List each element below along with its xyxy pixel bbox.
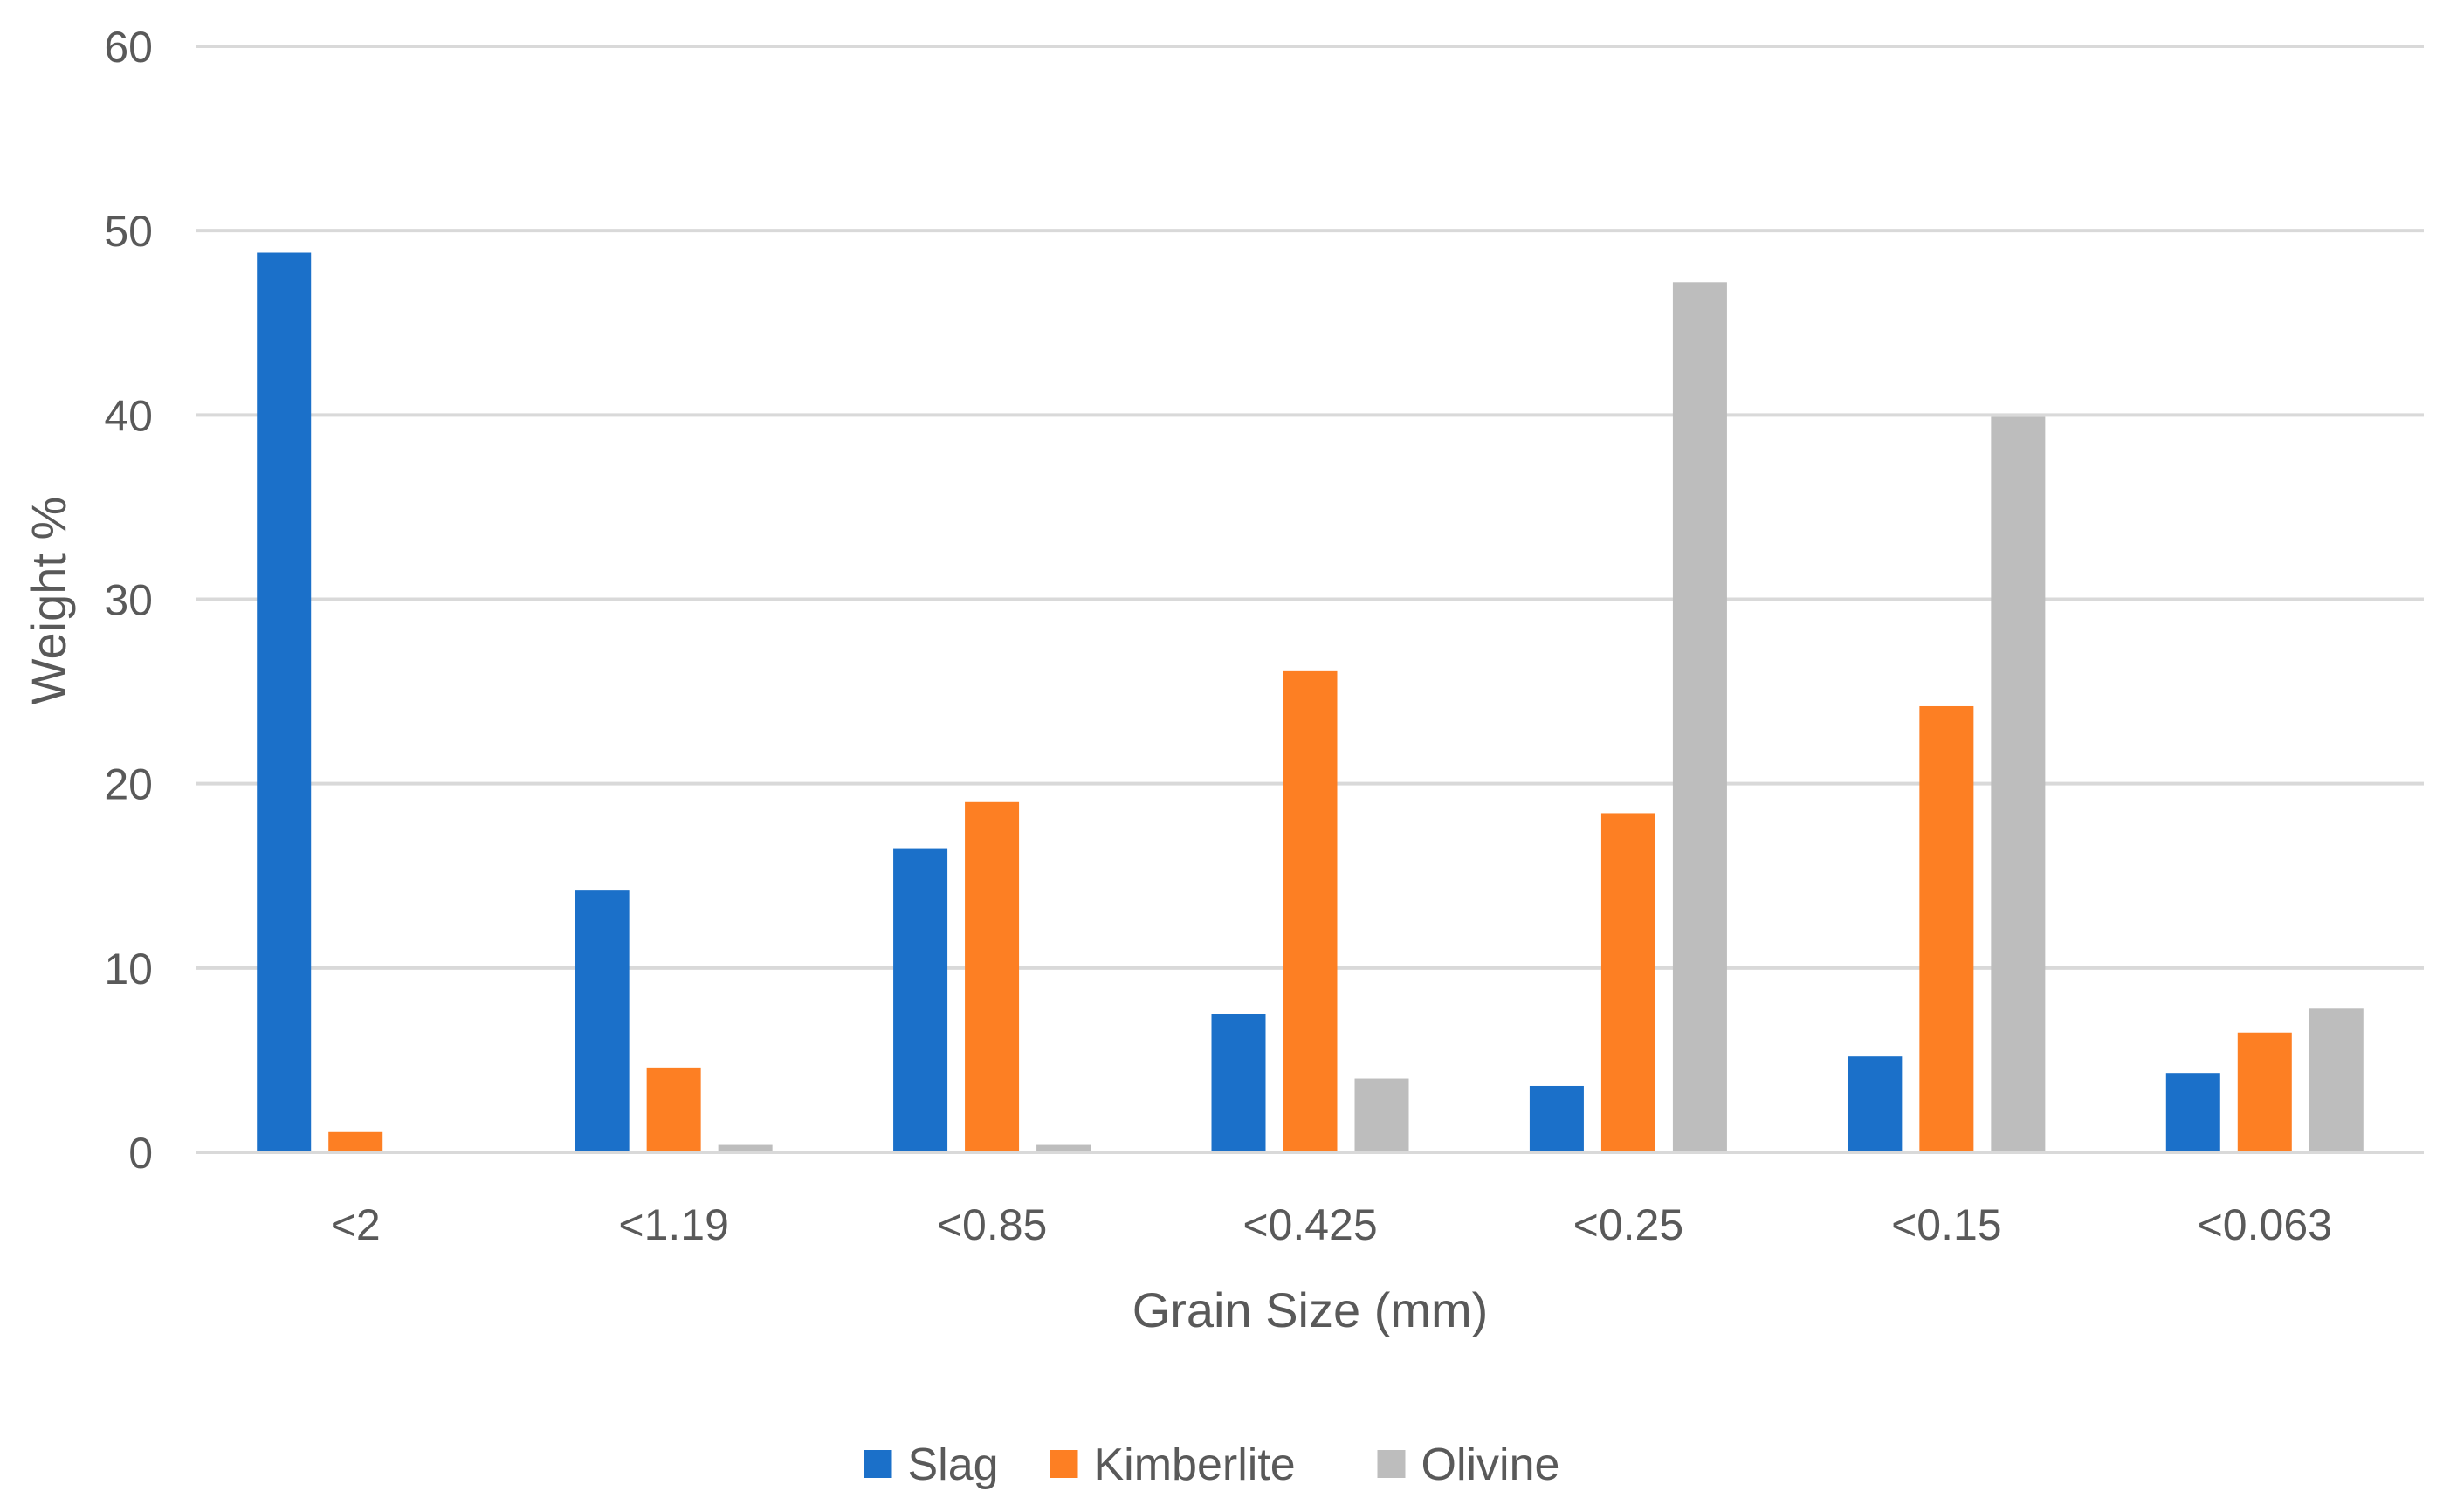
y-tick-label: 20 — [104, 760, 153, 809]
y-tick-label: 50 — [104, 207, 153, 256]
legend-label-slag: Slag — [908, 1440, 999, 1490]
bar-olivine-6 — [2309, 1008, 2364, 1152]
y-tick-label: 10 — [104, 945, 153, 993]
y-axis-ticks: 0 10 20 30 40 50 60 — [104, 23, 153, 1178]
bar-kimberlite-2 — [965, 801, 1020, 1152]
bar-slag-3 — [1211, 1014, 1266, 1152]
bar-slag-5 — [1848, 1056, 1903, 1152]
x-category-label: <2 — [331, 1200, 381, 1249]
bar-kimberlite-3 — [1283, 670, 1338, 1152]
bar-slag-1 — [575, 890, 630, 1152]
legend-label-olivine: Olivine — [1421, 1440, 1560, 1490]
bar-slag-2 — [893, 848, 948, 1152]
bar-slag-4 — [1529, 1085, 1584, 1152]
y-tick-label: 60 — [104, 23, 153, 72]
bar-olivine-4 — [1672, 282, 1727, 1152]
bar-olivine-2 — [1036, 1144, 1091, 1152]
x-category-label: <1.19 — [618, 1200, 729, 1249]
legend-swatch-kimberlite — [1050, 1450, 1078, 1478]
bar-olivine-1 — [718, 1144, 773, 1152]
bar-kimberlite-5 — [1919, 705, 1974, 1152]
x-category-label: <0.425 — [1242, 1200, 1377, 1249]
bar-kimberlite-4 — [1600, 813, 1655, 1152]
legend-swatch-slag — [864, 1450, 892, 1478]
x-category-label: <0.15 — [1891, 1200, 2002, 1249]
y-tick-label: 0 — [128, 1129, 153, 1178]
x-category-label: <0.85 — [937, 1200, 1048, 1249]
y-tick-label: 40 — [104, 391, 153, 440]
bar-slag-6 — [2165, 1073, 2220, 1152]
bar-slag-0 — [257, 252, 312, 1153]
legend-label-kimberlite: Kimberlite — [1094, 1440, 1296, 1490]
bar-olivine-3 — [1354, 1078, 1409, 1152]
bar-kimberlite-1 — [646, 1067, 701, 1152]
legend: Slag Kimberlite Olivine — [864, 1440, 1560, 1490]
y-axis-title: Weight % — [21, 497, 76, 705]
x-axis-categories: <2 <1.19 <0.85 <0.425 <0.25 <0.15 <0.063 — [331, 1200, 2332, 1249]
bar-kimberlite-0 — [328, 1131, 383, 1152]
bar-kimberlite-6 — [2237, 1032, 2292, 1152]
legend-swatch-olivine — [1377, 1450, 1406, 1478]
x-category-label: <0.063 — [2198, 1200, 2332, 1249]
x-category-label: <0.25 — [1573, 1200, 1684, 1249]
gridlines — [196, 45, 2424, 970]
bars — [257, 252, 2364, 1153]
bar-olivine-5 — [1991, 416, 2046, 1152]
y-tick-label: 30 — [104, 576, 153, 625]
x-axis-title: Grain Size (mm) — [1132, 1282, 1489, 1337]
